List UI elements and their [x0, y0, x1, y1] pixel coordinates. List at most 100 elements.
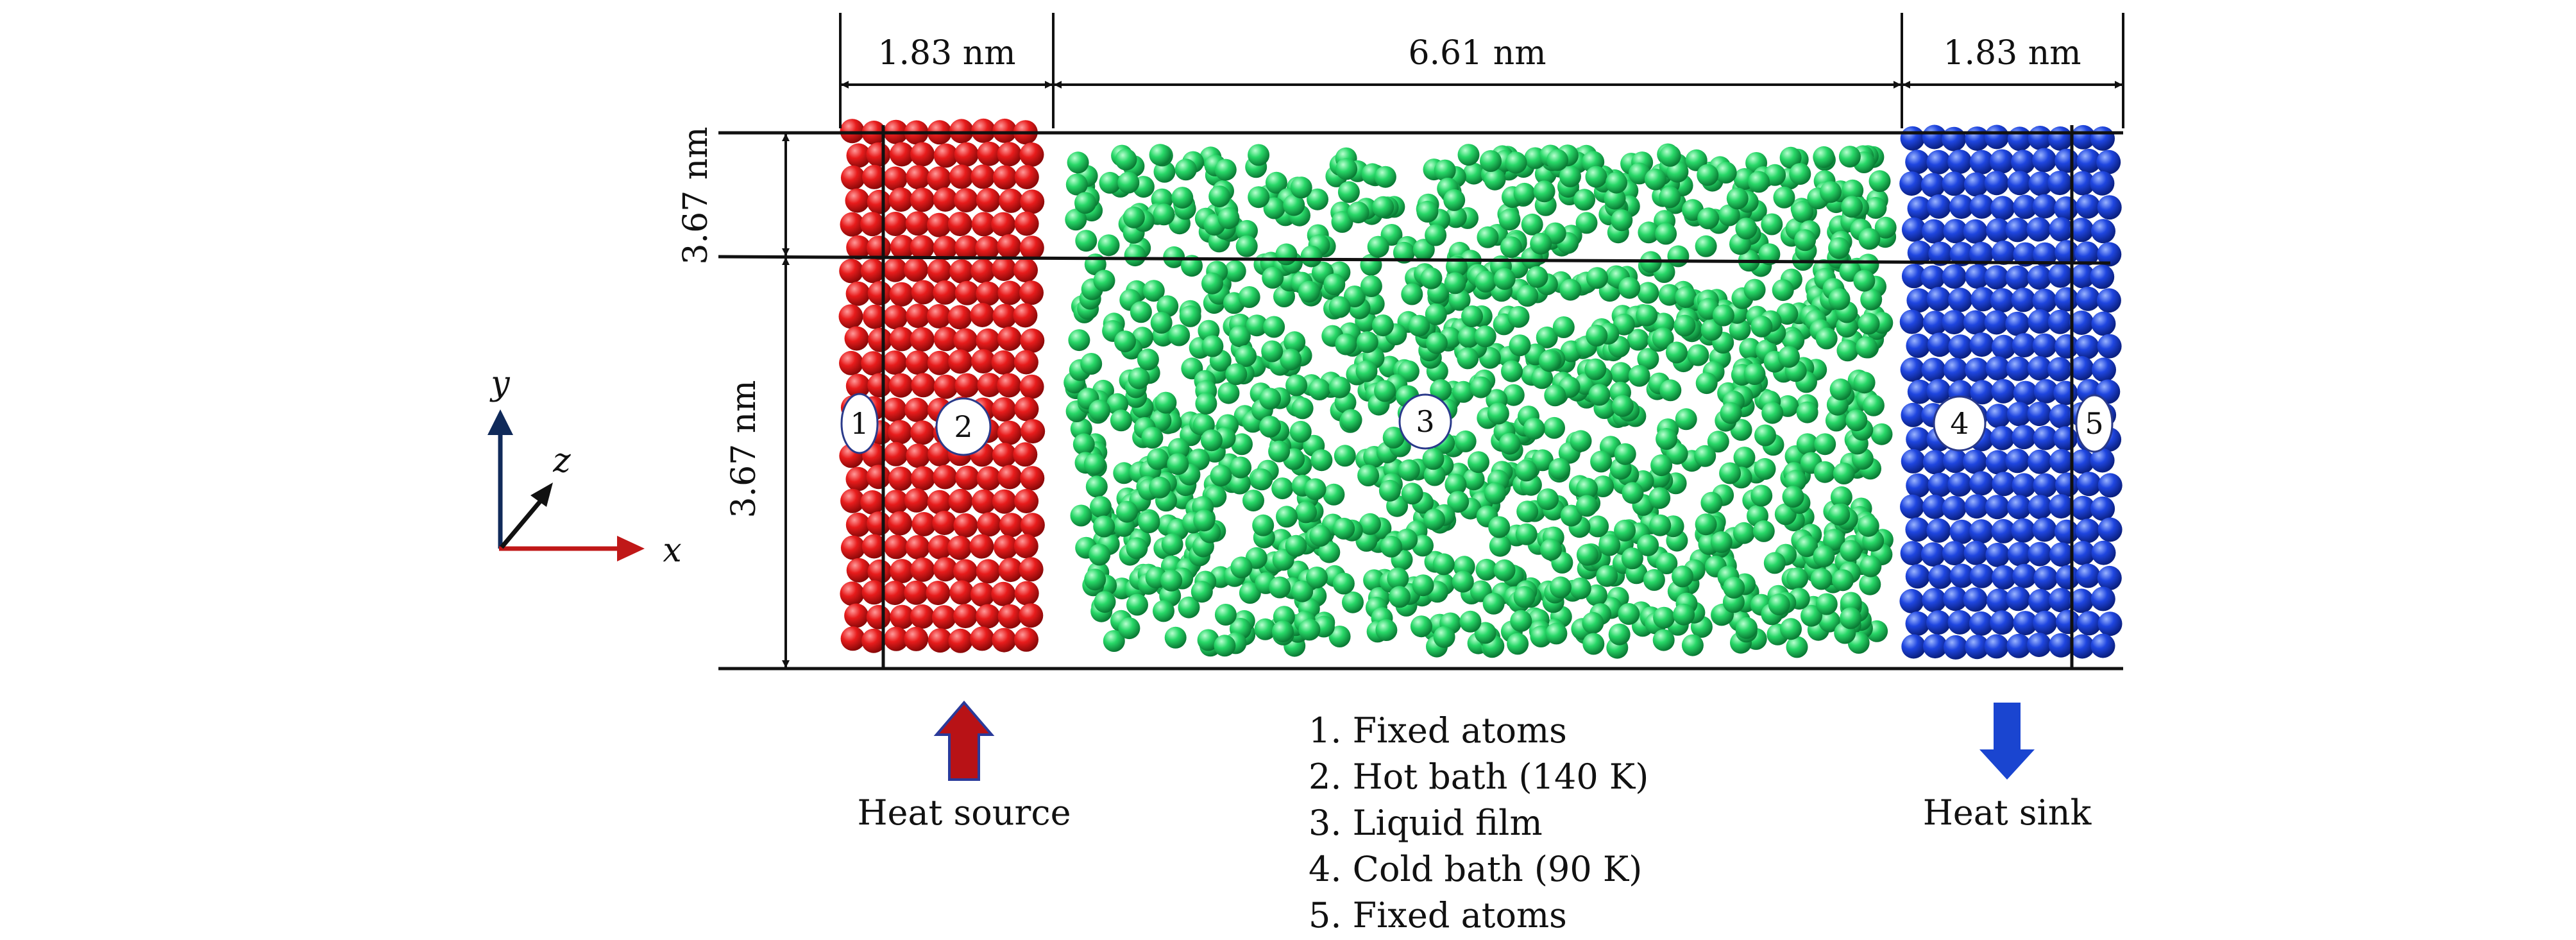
green-atom	[1093, 269, 1115, 292]
blue-atom	[2027, 633, 2052, 657]
green-atom	[1355, 360, 1378, 382]
green-atom	[1786, 636, 1808, 658]
green-atom	[1090, 496, 1112, 518]
green-atom	[1298, 280, 1320, 303]
blue-atom	[1905, 564, 1930, 589]
blue-atom	[1949, 242, 1974, 266]
green-atom	[1372, 196, 1394, 218]
green-atom	[1157, 295, 1179, 318]
red-atom	[949, 164, 974, 189]
red-atom	[991, 581, 1016, 606]
blue-atom	[2012, 333, 2037, 358]
blue-atom	[1969, 471, 1994, 496]
green-atom	[1072, 433, 1095, 456]
green-atom	[1858, 228, 1881, 250]
blue-atom	[1985, 356, 2010, 381]
green-atom	[1142, 280, 1165, 302]
green-atom	[1161, 533, 1183, 556]
green-atom	[1611, 395, 1634, 417]
green-atom	[1828, 504, 1851, 526]
green-atom	[1269, 576, 1291, 599]
green-atom	[1754, 424, 1776, 447]
blue-atom	[2071, 124, 2096, 150]
green-atom	[1552, 316, 1575, 338]
green-atom	[1536, 326, 1558, 348]
red-atom	[910, 142, 935, 167]
green-atom	[1733, 447, 1756, 469]
red-atom	[933, 557, 958, 582]
blue-atom	[1969, 332, 1994, 357]
green-atom	[1813, 545, 1835, 567]
green-atom	[1295, 501, 1318, 524]
green-atom	[1530, 232, 1552, 255]
red-atom	[840, 119, 865, 144]
red-atom	[1019, 603, 1044, 628]
green-atom	[1857, 515, 1879, 537]
green-atom	[1720, 402, 1742, 424]
red-atom	[846, 143, 871, 168]
red-atom	[1014, 397, 1039, 422]
green-atom	[1604, 187, 1626, 210]
blue-atom	[1922, 450, 1947, 475]
green-atom	[1448, 289, 1471, 311]
red-atom	[1019, 557, 1044, 582]
green-atom	[1171, 187, 1194, 209]
green-atom	[1360, 275, 1382, 297]
green-atom	[1214, 158, 1237, 181]
red-atom	[1019, 280, 1044, 305]
green-atom	[1516, 500, 1539, 523]
green-atom	[1815, 593, 1838, 615]
green-atom	[1840, 540, 1862, 562]
green-atom	[1658, 284, 1681, 306]
red-atom	[889, 282, 914, 307]
green-atom	[1254, 618, 1276, 640]
green-atom	[1859, 573, 1881, 595]
red-atom	[1019, 235, 1044, 261]
blue-atom	[1990, 425, 2015, 450]
green-atom	[1586, 267, 1608, 289]
green-atom	[1537, 488, 1559, 511]
green-atom	[1265, 171, 1287, 194]
green-atom	[1842, 179, 1864, 201]
green-atom	[1425, 224, 1447, 246]
top-dimensions	[839, 13, 2124, 128]
green-atom	[1782, 486, 1804, 508]
red-atom	[910, 235, 935, 260]
green-atom	[1089, 543, 1111, 566]
red-atom	[933, 187, 958, 212]
green-atom	[1695, 372, 1718, 395]
green-atom	[1070, 504, 1092, 527]
green-atom	[1461, 305, 1483, 327]
red-atom	[904, 580, 929, 605]
red-atom	[977, 141, 1002, 166]
blue-atom	[2076, 563, 2101, 588]
blue-atom	[1927, 332, 1952, 357]
red-atom	[933, 465, 958, 490]
green-atom	[1719, 462, 1741, 484]
red-atom	[867, 373, 892, 398]
red-atom	[953, 604, 978, 629]
green-atom	[1412, 239, 1435, 261]
green-atom	[1523, 418, 1545, 440]
green-atom	[1335, 158, 1358, 180]
blue-atom	[2090, 126, 2115, 151]
red-atom	[948, 349, 973, 374]
blue-atom	[2026, 217, 2051, 242]
green-atom	[1507, 633, 1529, 655]
green-atom	[1276, 506, 1298, 528]
green-atom	[1113, 462, 1135, 484]
legend-item-5: 5. Fixed atoms	[1309, 895, 1567, 936]
green-atom	[1590, 450, 1613, 473]
green-atom	[1268, 440, 1291, 463]
green-atom	[1735, 218, 1758, 240]
green-atom	[1659, 144, 1681, 167]
blue-atom	[2056, 610, 2080, 635]
red-atom	[947, 212, 972, 237]
blue-atom	[2007, 542, 2032, 567]
blue-atom	[1948, 287, 1973, 312]
green-atom	[1584, 358, 1607, 380]
red-atom	[926, 303, 951, 329]
green-atom	[1748, 171, 1770, 193]
green-atom	[1150, 312, 1173, 334]
blue-atom	[2028, 309, 2053, 334]
